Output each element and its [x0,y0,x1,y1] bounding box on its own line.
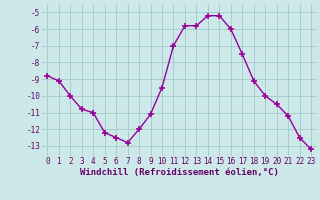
X-axis label: Windchill (Refroidissement éolien,°C): Windchill (Refroidissement éolien,°C) [80,168,279,177]
